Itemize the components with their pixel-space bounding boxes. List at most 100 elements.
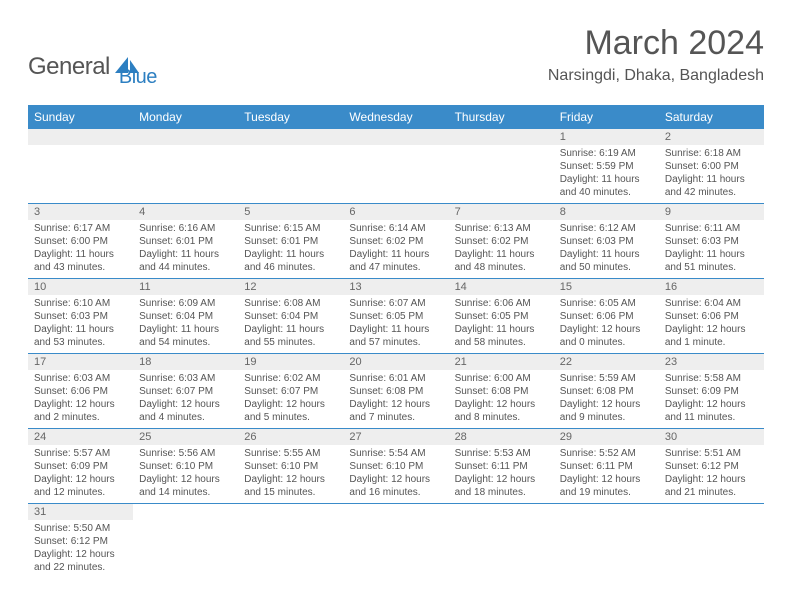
daylight-text: Daylight: 12 hours and 2 minutes. [34,398,127,424]
sunset-text: Sunset: 6:11 PM [560,460,653,473]
day-number-empty [28,129,133,145]
day-number: 18 [133,354,238,370]
calendar-cell [238,129,343,204]
sunset-text: Sunset: 6:11 PM [455,460,548,473]
sunrise-text: Sunrise: 6:10 AM [34,297,127,310]
title-block: March 2024 Narsingdi, Dhaka, Bangladesh [548,24,764,85]
sunrise-text: Sunrise: 5:53 AM [455,447,548,460]
sunset-text: Sunset: 6:12 PM [665,460,758,473]
day-number: 6 [343,204,448,220]
day-number: 24 [28,429,133,445]
calendar-week-row: 3Sunrise: 6:17 AMSunset: 6:00 PMDaylight… [28,204,764,279]
day-content: Sunrise: 5:53 AMSunset: 6:11 PMDaylight:… [449,445,554,503]
calendar-cell: 10Sunrise: 6:10 AMSunset: 6:03 PMDayligh… [28,279,133,354]
day-number: 20 [343,354,448,370]
daylight-text: Daylight: 12 hours and 11 minutes. [665,398,758,424]
logo-text-general: General [28,53,110,81]
day-number-empty [238,129,343,145]
day-number: 29 [554,429,659,445]
day-content: Sunrise: 6:03 AMSunset: 6:06 PMDaylight:… [28,370,133,428]
day-content: Sunrise: 6:08 AMSunset: 6:04 PMDaylight:… [238,295,343,353]
daylight-text: Daylight: 12 hours and 18 minutes. [455,473,548,499]
sunrise-text: Sunrise: 5:50 AM [34,522,127,535]
calendar-table: SundayMondayTuesdayWednesdayThursdayFrid… [28,105,764,578]
calendar-cell: 20Sunrise: 6:01 AMSunset: 6:08 PMDayligh… [343,354,448,429]
day-content: Sunrise: 6:09 AMSunset: 6:04 PMDaylight:… [133,295,238,353]
day-number: 30 [659,429,764,445]
calendar-cell: 21Sunrise: 6:00 AMSunset: 6:08 PMDayligh… [449,354,554,429]
sunrise-text: Sunrise: 5:58 AM [665,372,758,385]
daylight-text: Daylight: 11 hours and 57 minutes. [349,323,442,349]
sunrise-text: Sunrise: 6:14 AM [349,222,442,235]
daylight-text: Daylight: 11 hours and 43 minutes. [34,248,127,274]
sunrise-text: Sunrise: 6:17 AM [34,222,127,235]
sunrise-text: Sunrise: 6:16 AM [139,222,232,235]
day-content: Sunrise: 5:58 AMSunset: 6:09 PMDaylight:… [659,370,764,428]
sunrise-text: Sunrise: 6:06 AM [455,297,548,310]
daylight-text: Daylight: 12 hours and 5 minutes. [244,398,337,424]
calendar-cell: 28Sunrise: 5:53 AMSunset: 6:11 PMDayligh… [449,429,554,504]
daylight-text: Daylight: 12 hours and 12 minutes. [34,473,127,499]
sunrise-text: Sunrise: 5:51 AM [665,447,758,460]
calendar-cell: 6Sunrise: 6:14 AMSunset: 6:02 PMDaylight… [343,204,448,279]
day-number: 28 [449,429,554,445]
day-content: Sunrise: 6:07 AMSunset: 6:05 PMDaylight:… [343,295,448,353]
day-content: Sunrise: 6:19 AMSunset: 5:59 PMDaylight:… [554,145,659,203]
day-content: Sunrise: 5:56 AMSunset: 6:10 PMDaylight:… [133,445,238,503]
day-number: 27 [343,429,448,445]
sunrise-text: Sunrise: 6:18 AM [665,147,758,160]
calendar-cell: 26Sunrise: 5:55 AMSunset: 6:10 PMDayligh… [238,429,343,504]
day-header: Sunday [28,105,133,129]
sunset-text: Sunset: 6:02 PM [455,235,548,248]
calendar-cell: 12Sunrise: 6:08 AMSunset: 6:04 PMDayligh… [238,279,343,354]
sunset-text: Sunset: 6:10 PM [244,460,337,473]
day-header: Monday [133,105,238,129]
calendar-cell: 4Sunrise: 6:16 AMSunset: 6:01 PMDaylight… [133,204,238,279]
sunset-text: Sunset: 6:07 PM [244,385,337,398]
daylight-text: Daylight: 12 hours and 4 minutes. [139,398,232,424]
sunset-text: Sunset: 6:07 PM [139,385,232,398]
daylight-text: Daylight: 12 hours and 1 minute. [665,323,758,349]
day-content: Sunrise: 6:11 AMSunset: 6:03 PMDaylight:… [659,220,764,278]
logo: General Blue [28,44,157,89]
sunrise-text: Sunrise: 5:59 AM [560,372,653,385]
day-number-empty [343,129,448,145]
day-content: Sunrise: 6:18 AMSunset: 6:00 PMDaylight:… [659,145,764,203]
calendar-cell: 25Sunrise: 5:56 AMSunset: 6:10 PMDayligh… [133,429,238,504]
day-header: Wednesday [343,105,448,129]
day-number: 8 [554,204,659,220]
sunset-text: Sunset: 6:08 PM [560,385,653,398]
sunrise-text: Sunrise: 6:00 AM [455,372,548,385]
calendar-cell [449,504,554,579]
sunset-text: Sunset: 6:00 PM [34,235,127,248]
daylight-text: Daylight: 11 hours and 46 minutes. [244,248,337,274]
daylight-text: Daylight: 12 hours and 9 minutes. [560,398,653,424]
sunset-text: Sunset: 6:08 PM [349,385,442,398]
sunrise-text: Sunrise: 6:19 AM [560,147,653,160]
day-number: 11 [133,279,238,295]
day-header: Friday [554,105,659,129]
day-number: 13 [343,279,448,295]
calendar-cell: 14Sunrise: 6:06 AMSunset: 6:05 PMDayligh… [449,279,554,354]
calendar-week-row: 31Sunrise: 5:50 AMSunset: 6:12 PMDayligh… [28,504,764,579]
sunset-text: Sunset: 6:09 PM [665,385,758,398]
day-content: Sunrise: 6:05 AMSunset: 6:06 PMDaylight:… [554,295,659,353]
daylight-text: Daylight: 11 hours and 44 minutes. [139,248,232,274]
calendar-cell [238,504,343,579]
sunset-text: Sunset: 6:03 PM [34,310,127,323]
day-number: 14 [449,279,554,295]
day-content: Sunrise: 6:12 AMSunset: 6:03 PMDaylight:… [554,220,659,278]
calendar-cell: 3 Sunrise: 6:17 AMSunset: 6:00 PMDaylight… [28,204,133,279]
day-number: 15 [554,279,659,295]
calendar-week-row: 1Sunrise: 6:19 AMSunset: 5:59 PMDaylight… [28,129,764,204]
calendar-cell: 18Sunrise: 6:03 AMSunset: 6:07 PMDayligh… [133,354,238,429]
sunset-text: Sunset: 6:05 PM [349,310,442,323]
calendar-cell: 9Sunrise: 6:11 AMSunset: 6:03 PMDaylight… [659,204,764,279]
day-number: 3 [28,204,133,220]
sunset-text: Sunset: 6:06 PM [560,310,653,323]
calendar-cell [28,129,133,204]
location-text: Narsingdi, Dhaka, Bangladesh [548,67,764,85]
sunrise-text: Sunrise: 6:15 AM [244,222,337,235]
calendar-cell: 19Sunrise: 6:02 AMSunset: 6:07 PMDayligh… [238,354,343,429]
daylight-text: Daylight: 11 hours and 53 minutes. [34,323,127,349]
